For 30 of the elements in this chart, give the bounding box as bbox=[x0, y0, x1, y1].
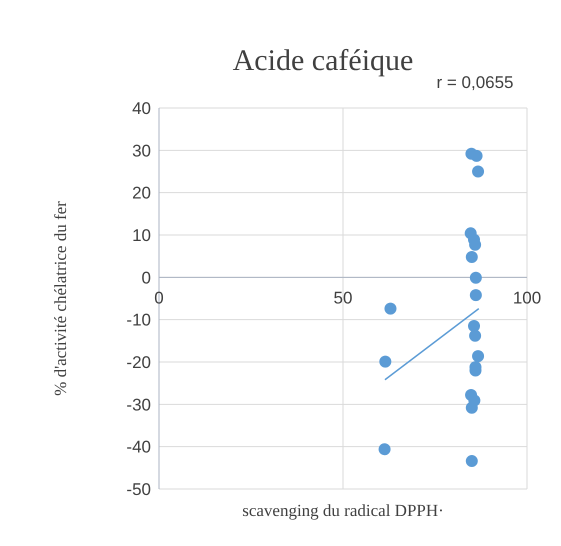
y-tick-label: -10 bbox=[126, 310, 151, 330]
x-axis-title: scavenging du radical DPPH· bbox=[242, 501, 444, 520]
y-tick-label: 0 bbox=[142, 268, 151, 288]
y-tick-label: 30 bbox=[132, 141, 151, 160]
x-tick-label: 0 bbox=[154, 288, 164, 308]
text: r = 0,0655 bbox=[436, 73, 514, 92]
y-tick-label: 40 bbox=[132, 98, 151, 118]
point bbox=[378, 443, 391, 456]
point bbox=[470, 150, 483, 162]
y-axis-title: % d'activité chélatrice du fer bbox=[51, 200, 70, 396]
point bbox=[384, 302, 396, 315]
point bbox=[468, 320, 480, 332]
point bbox=[466, 455, 478, 468]
point bbox=[470, 289, 482, 302]
point bbox=[379, 356, 392, 368]
y-tick-label: 10 bbox=[132, 226, 151, 245]
point bbox=[472, 166, 484, 178]
point bbox=[470, 272, 482, 284]
y-tick-label: -40 bbox=[126, 438, 151, 457]
point bbox=[466, 251, 478, 264]
y-tick-label: -50 bbox=[126, 480, 151, 499]
point bbox=[472, 350, 484, 362]
point bbox=[469, 330, 482, 342]
x-tick-label: 50 bbox=[334, 288, 352, 308]
point bbox=[466, 402, 478, 414]
y-tick-label: 20 bbox=[132, 184, 151, 203]
y-tick-label: -20 bbox=[126, 352, 151, 372]
x-tick-label: 100 bbox=[512, 288, 542, 308]
chart-title: Acide caféique bbox=[232, 44, 414, 77]
y-tick-label: -30 bbox=[126, 395, 151, 414]
